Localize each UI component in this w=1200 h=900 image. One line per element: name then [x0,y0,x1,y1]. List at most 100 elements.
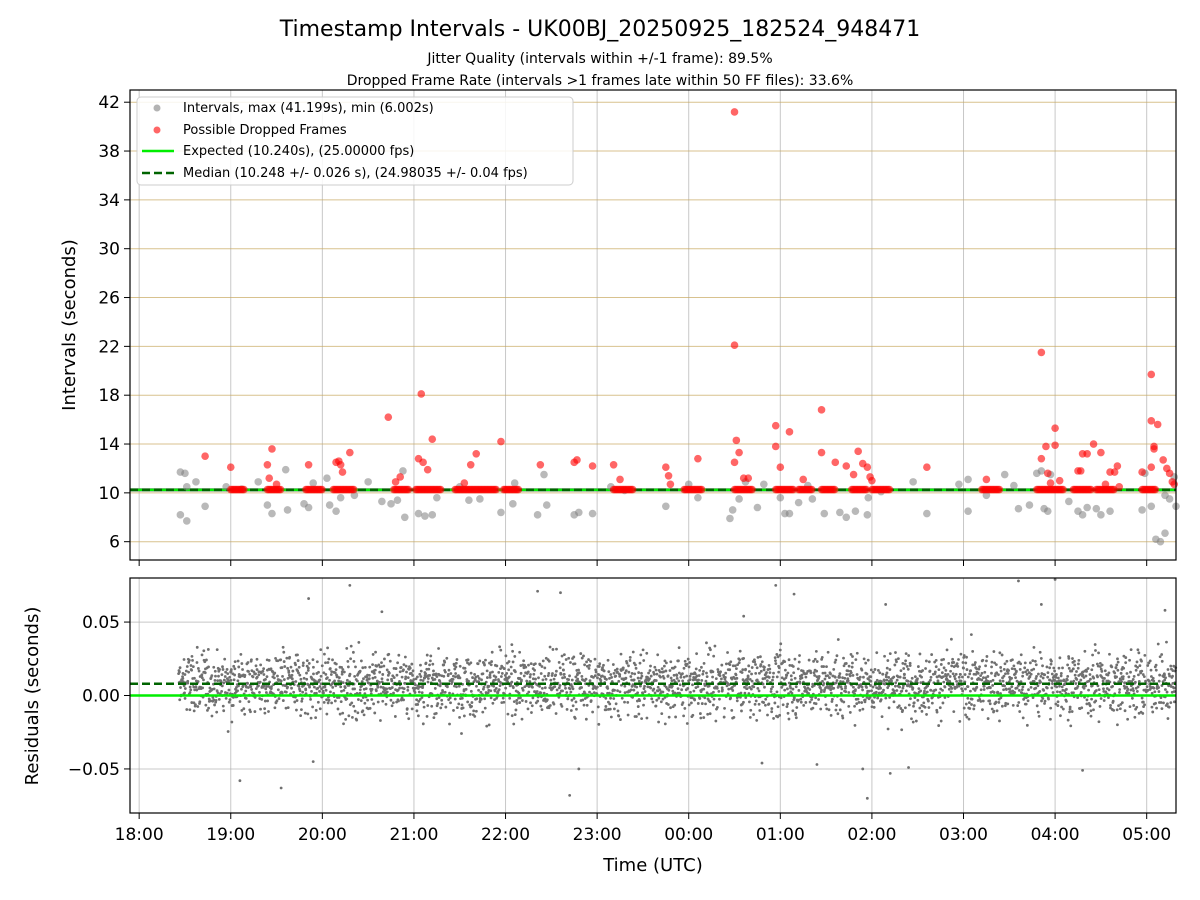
residual-point-1599 [660,712,664,716]
residual-point-2436 [913,696,917,699]
residual-point-2837 [1034,677,1038,680]
residual-point-44 [190,701,194,704]
residual-point-1827 [729,660,733,664]
residual-point-2717 [998,651,1002,655]
residual-point-3032 [1093,643,1097,646]
residual-point-1858 [738,649,742,653]
residual-point-1108 [511,686,515,690]
residual-point-1574 [652,672,656,676]
residual-point-905 [450,680,454,684]
residual-point-130 [216,691,220,695]
residual-point-878 [442,674,446,678]
residual-point-2494 [930,701,934,705]
residual-point-1683 [685,722,689,725]
residual-point-2092 [809,671,813,675]
residual-point-2310 [875,651,879,655]
residual-point-289 [264,687,268,691]
residual-point-938 [460,703,464,707]
residual-point-2896 [1052,666,1056,670]
residual-point-3246 [1158,673,1162,677]
residual-point-976 [472,709,476,713]
residual-point-750 [403,655,407,659]
residual-point-2387 [898,675,902,679]
residual-point-2349 [887,684,891,688]
residual-point-3196 [1143,703,1146,707]
residual-point-1270 [561,676,564,680]
residual-point-927 [457,702,461,706]
dropped-point-60 [1042,442,1050,451]
residual-point-1199 [539,691,543,695]
residual-point-1452 [616,670,619,674]
residual-point-308 [270,685,273,689]
residual-point-1050 [494,675,498,679]
residual-point-1577 [653,691,657,695]
residual-point-2925 [1061,666,1064,670]
residual-point-1690 [687,703,691,707]
residual-point-120 [213,678,217,682]
residual-point-503 [329,690,332,694]
residual-point-2732 [1002,667,1006,671]
dropped-point-6 [304,460,313,469]
residual-point-2992 [1081,673,1085,677]
residual-point-1939 [763,665,766,669]
residual-point-2767 [1013,667,1017,671]
residual-point-158 [225,680,228,684]
residual-point-363 [286,706,290,710]
residual-point-845 [432,716,436,720]
residual-point-3146 [1128,658,1131,662]
residual-point-1540 [642,687,646,690]
residual-point-1420 [606,687,610,690]
residual-point-2812 [1027,688,1030,692]
residual-point-747 [402,687,406,690]
residual-point-2772 [1015,669,1018,673]
residual-point-1730 [700,665,703,669]
residual-point-830 [428,663,431,667]
residuals-reference-lines [130,682,1176,697]
residual-point-860 [437,647,440,650]
residual-point-694 [386,673,390,677]
residual-point-1340 [582,654,585,658]
residual-point-2101 [812,659,815,663]
residual-point-2996 [1082,686,1086,690]
residual-point-896 [448,691,451,695]
residual-point-3011 [1087,688,1090,692]
residual-point-729 [397,653,401,657]
residual-point-3188 [1140,696,1144,700]
residual-point-1377 [593,685,597,688]
residual-point-521 [334,668,338,672]
residual-point-1689 [687,665,691,669]
interval-point-73 [982,491,991,500]
intervals-grid [130,90,1176,560]
residual-point-703 [389,698,393,702]
residual-point-1800 [721,688,724,692]
residual-point-168 [227,700,231,704]
residual-point-1720 [697,678,700,682]
residual-point-2776 [1016,704,1020,707]
residual-point-199 [237,665,241,669]
residual-point-2600 [962,654,966,657]
residual-point-672 [380,661,383,665]
residual-point-2370 [893,663,897,667]
residual-point-2272 [863,698,867,702]
residual-point-270 [258,680,262,684]
residual-point-472 [319,674,323,678]
interval-point-64 [851,507,860,515]
residual-point-1261 [558,691,562,695]
residual-point-147 [221,668,225,671]
residual-point-1514 [634,666,638,670]
residual-point-1694 [689,690,692,694]
residual-point-1297 [569,661,572,664]
residual-point-1634 [670,684,674,688]
residual-point-1335 [580,656,584,660]
residual-point-2481 [926,699,930,703]
residual-point-862 [437,696,441,700]
residual-point-2845 [1037,672,1040,676]
residual-point-539 [340,689,343,693]
residual-point-2693 [991,683,995,687]
residual-point-2197 [841,676,844,680]
residual-point-1992 [779,642,783,646]
residual-point-1521 [636,705,640,708]
residual-point-1282 [564,658,568,661]
residual-point-2988 [1080,706,1084,710]
